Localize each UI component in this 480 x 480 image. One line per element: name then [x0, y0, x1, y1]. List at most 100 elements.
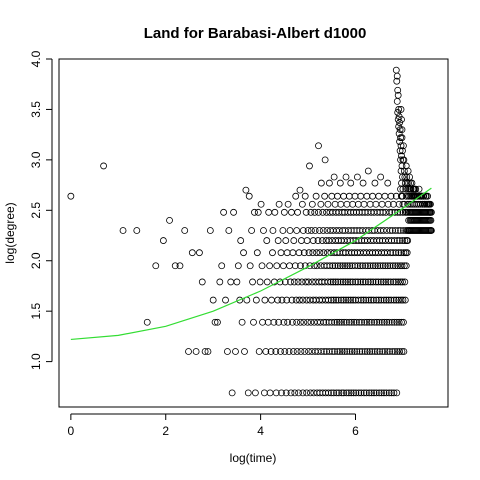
data-point [396, 348, 404, 355]
data-point [298, 200, 306, 208]
data-point [297, 348, 305, 355]
data-point [373, 318, 381, 326]
data-point [366, 262, 374, 270]
data-point [352, 389, 360, 397]
data-point [399, 156, 407, 164]
data-point [393, 72, 401, 80]
data-point [387, 296, 395, 304]
data-point [397, 106, 405, 113]
data-point [250, 318, 257, 326]
data-point [188, 249, 196, 257]
data-point [291, 389, 299, 397]
data-point [288, 296, 296, 304]
data-point [356, 348, 364, 355]
data-point [357, 296, 365, 304]
data-point [317, 348, 325, 355]
data-point [328, 318, 336, 326]
data-point [277, 348, 284, 355]
data-point [360, 389, 368, 397]
data-point [289, 249, 297, 257]
y-tick-label: 2.0 [29, 252, 43, 269]
data-point [379, 262, 387, 270]
data-point [228, 389, 236, 397]
data-point [290, 278, 298, 286]
data-point [369, 192, 376, 200]
data-point [342, 173, 350, 181]
data-point [314, 237, 322, 244]
data-point [384, 179, 392, 187]
data-point [304, 227, 312, 234]
data-point [287, 389, 295, 397]
data-point [360, 200, 368, 208]
data-point [262, 348, 270, 355]
data-point [306, 262, 314, 270]
data-point [260, 227, 267, 234]
data-point [412, 185, 420, 193]
data-point [295, 249, 303, 257]
data-point [372, 296, 380, 304]
data-point [397, 134, 404, 142]
data-point [280, 208, 288, 216]
y-axis-label: log(degree) [3, 202, 17, 263]
x-tick-label: 0 [68, 424, 75, 438]
data-point [263, 278, 271, 286]
data-point [311, 227, 319, 234]
data-point [267, 348, 275, 355]
data-point [365, 296, 373, 304]
data-point [363, 318, 371, 326]
data-point [240, 249, 247, 257]
data-point [286, 262, 293, 270]
data-point [306, 162, 313, 170]
data-point [336, 348, 344, 355]
data-point [287, 278, 294, 286]
data-point [399, 296, 407, 304]
data-point [332, 296, 340, 304]
data-point [374, 262, 382, 270]
data-point [393, 318, 401, 326]
data-point [230, 208, 237, 216]
data-point [354, 278, 362, 286]
data-point [358, 318, 366, 326]
data-point [363, 348, 371, 355]
data-point [349, 296, 357, 304]
data-point [375, 389, 383, 397]
data-point [271, 208, 279, 216]
data-point [390, 278, 397, 286]
data-point [381, 262, 389, 270]
data-point [192, 348, 200, 355]
data-point [326, 262, 334, 270]
data-point [320, 348, 328, 355]
data-point [248, 227, 256, 234]
data-point [293, 227, 301, 234]
data-point [272, 348, 280, 355]
data-point [344, 296, 352, 304]
data-point [288, 318, 296, 326]
data-point [233, 278, 241, 286]
data-point [386, 227, 394, 234]
data-point [346, 262, 354, 270]
data-point [348, 318, 356, 326]
data-point [399, 237, 406, 244]
data-point [341, 262, 349, 270]
data-point [385, 296, 393, 304]
data-point [218, 262, 226, 270]
x-axis: 0 2 4 6 [68, 413, 359, 438]
data-point [269, 249, 276, 257]
data-point [398, 348, 406, 355]
data-point [399, 208, 407, 216]
fit-curve [70, 187, 432, 341]
data-point [359, 262, 367, 270]
data-point [370, 296, 377, 304]
data-point [358, 348, 366, 355]
data-point [340, 389, 348, 397]
data-point [313, 262, 321, 270]
data-point [367, 296, 375, 304]
data-point [309, 237, 317, 244]
data-point [305, 278, 312, 286]
data-point [357, 278, 365, 286]
data-point [171, 262, 179, 270]
data-point [347, 389, 355, 397]
data-point [378, 200, 386, 208]
data-point [400, 318, 407, 326]
data-point [293, 318, 301, 326]
